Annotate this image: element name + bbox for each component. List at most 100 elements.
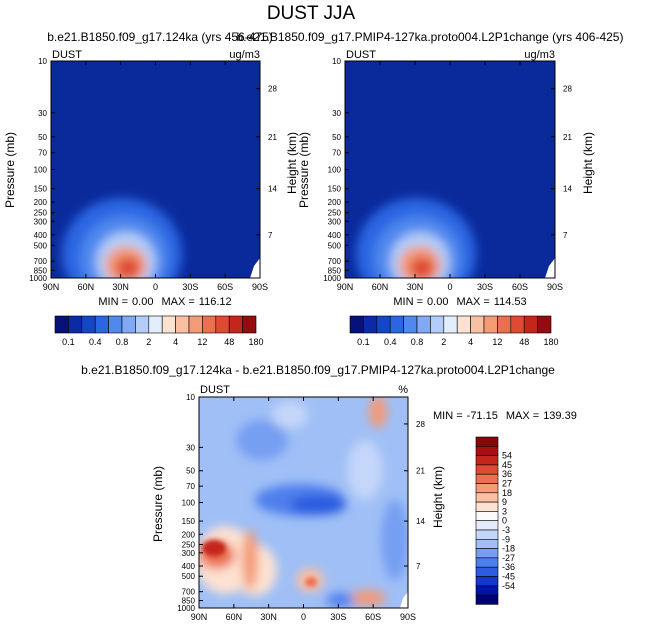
panel-diff-ytick-right-label: 7 (416, 562, 421, 571)
panel-right-ylabel: Pressure (mb) (297, 132, 311, 208)
panel-diff-colorbar-label: 3 (502, 506, 507, 516)
panel-right-xtick-label: 0 (447, 282, 452, 292)
panel-right-terrain (545, 258, 555, 278)
panel-diff-ytick-label: 200 (182, 530, 196, 539)
panel-right-colorbar-swatch (349, 315, 364, 334)
panel-left-ytick-label: 1000 (29, 274, 47, 283)
panel-diff-colorbar-swatch (475, 576, 499, 587)
panel-right-colorbar-label: 0.4 (384, 337, 397, 347)
panel-diff-var-label: DUST (200, 384, 230, 396)
panel-left-ylabel-right: Height (km) (285, 132, 299, 194)
panel-left-colorbar-label: 12 (197, 337, 207, 347)
panel-diff-xtick-label: 60S (365, 612, 381, 622)
panel-left-colorbar-swatch (228, 315, 243, 334)
panel-diff-colorbar-label: -54 (502, 581, 515, 591)
panel-diff-xtick-label: 30N (260, 612, 277, 622)
panel-left-dust-core (116, 257, 140, 278)
panel-diff-max-core (202, 540, 226, 556)
panel-diff-xtick-label: 0 (301, 612, 306, 622)
panel-right-colorbar-label: 180 (543, 337, 558, 347)
panel-right-colorbar: 0.1 0.4 0.8 2 4 12 48 180 (349, 315, 559, 347)
panel-left-colorbar-label: 0.4 (89, 337, 102, 347)
panel-diff-terrain (400, 592, 408, 608)
panel-right-colorbar-swatch (363, 315, 378, 334)
panel-right-xtick-label: 60S (512, 282, 528, 292)
panel-diff-ytick-right-label: 28 (416, 420, 425, 429)
panel-diff-min-value: -71.15 (467, 410, 498, 422)
panel-diff-negative-sfc (326, 593, 354, 607)
panel-right-colorbar-swatch (470, 315, 485, 334)
panel-left-min-value: 0.00 (132, 296, 153, 308)
panel-left-min-label: MIN = (98, 296, 128, 308)
panel-left-ytick-right-label: 14 (268, 185, 277, 194)
panel-right-ytick-label: 850 (328, 266, 342, 275)
panel-right-xtick-label: 90S (547, 282, 563, 292)
panel-left-xtick-label: 30N (112, 282, 129, 292)
panel-right-colorbar-label: 48 (519, 337, 529, 347)
panel-left-ytick-label: 850 (34, 266, 48, 275)
panel-right-xtick-label: 30S (477, 282, 493, 292)
panel-left-ytick-right-label: 21 (268, 133, 277, 142)
panel-diff-min-label: MIN = (433, 410, 463, 422)
panel-right-colorbar-label: 0.8 (411, 337, 424, 347)
panel-left-ytick-label: 200 (34, 198, 48, 207)
panel-diff-ytick-right-label: 14 (416, 517, 425, 526)
panel-left-colorbar-swatch (135, 315, 150, 334)
panel-right-colorbar-label: 2 (441, 337, 446, 347)
panel-right-colorbar-label: 12 (492, 337, 502, 347)
panel-diff-positive-sfc (350, 590, 386, 606)
panel-right-var-label: DUST (346, 49, 376, 61)
panel-right-ytick-label: 250 (328, 209, 342, 218)
panel-right-colorbar-swatch (456, 315, 471, 334)
panel-right-xtick-label: 60N (372, 282, 389, 292)
panel-left-colorbar-label: 48 (224, 337, 234, 347)
panel-left-colorbar-label: 4 (173, 337, 178, 347)
panel-right-ytick-label: 1000 (323, 274, 341, 283)
panel-diff-negative-upper (236, 420, 288, 460)
panel-left-ytick-label: 700 (34, 257, 48, 266)
panel-diff-colorbar-swatch (475, 436, 499, 447)
panel-diff-neutral-band (272, 401, 308, 429)
panel-left-colorbar-swatch (202, 315, 217, 334)
panel-right-ylabel-right: Height (km) (581, 132, 595, 194)
panel-right-ytick-label: 100 (328, 166, 342, 175)
panel-diff-ytick-label: 30 (186, 443, 195, 452)
panel-left-colorbar-swatch (148, 315, 163, 334)
panel-diff-xtick-label: 30S (330, 612, 346, 622)
panel-diff-colorbar-label: -36 (502, 562, 515, 572)
panel-left-xtick-label: 60N (78, 282, 95, 292)
panel-right-ytick-right-label: 7 (563, 231, 568, 240)
panel-diff-colorbar-swatch (475, 501, 499, 512)
panel-right-colorbar-swatch (497, 315, 512, 334)
panel-diff-colorbar-label: 18 (502, 488, 512, 498)
panel-diff-stats: MIN = -71.15 MAX = 139.39 (433, 410, 577, 422)
panel-left-plot-area (51, 61, 260, 278)
panel-left-colorbar: 0.1 0.4 0.8 2 4 12 48 180 (54, 315, 264, 347)
panel-diff-colorbar-swatch (475, 520, 499, 531)
panel-right-xtick-label: 90N (337, 282, 354, 292)
panel-diff: b.e21.B1850.f09_g17.124ka - b.e21.B1850.… (81, 363, 577, 622)
panel-diff-neutral-right (347, 440, 383, 500)
panel-left-colorbar-swatch (215, 315, 230, 334)
panel-right-ytick-right-label: 14 (563, 185, 572, 194)
panel-diff-ytick-label: 400 (182, 562, 196, 571)
panel-left-colorbar-swatch (54, 315, 69, 334)
panel-diff-colorbar-label: -3 (502, 525, 510, 535)
panel-diff-negative-core (290, 495, 346, 515)
panel-diff-colorbar-label: 9 (502, 497, 507, 507)
panel-right-colorbar-swatch (523, 315, 538, 334)
panel-diff-colorbar-label: -45 (502, 572, 515, 582)
panel-left-ytick-label: 70 (38, 149, 47, 158)
panel-diff-ytick-label: 70 (186, 482, 195, 491)
panel-left-ytick-label: 100 (34, 166, 48, 175)
panel-right-ytick-label: 200 (328, 198, 342, 207)
panel-left-xtick-label: 90S (252, 282, 268, 292)
panel-diff-colorbar-label: -27 (502, 553, 515, 563)
panel-diff-ytick-label: 10 (186, 393, 195, 402)
panel-diff-positive-column (242, 530, 258, 590)
panel-diff-ytick-label: 1000 (177, 604, 195, 613)
panel-diff-colorbar-label: 0 (502, 516, 507, 526)
panel-left-ytick-label: 400 (34, 231, 48, 240)
panel-diff-colorbar-label: 27 (502, 479, 512, 489)
